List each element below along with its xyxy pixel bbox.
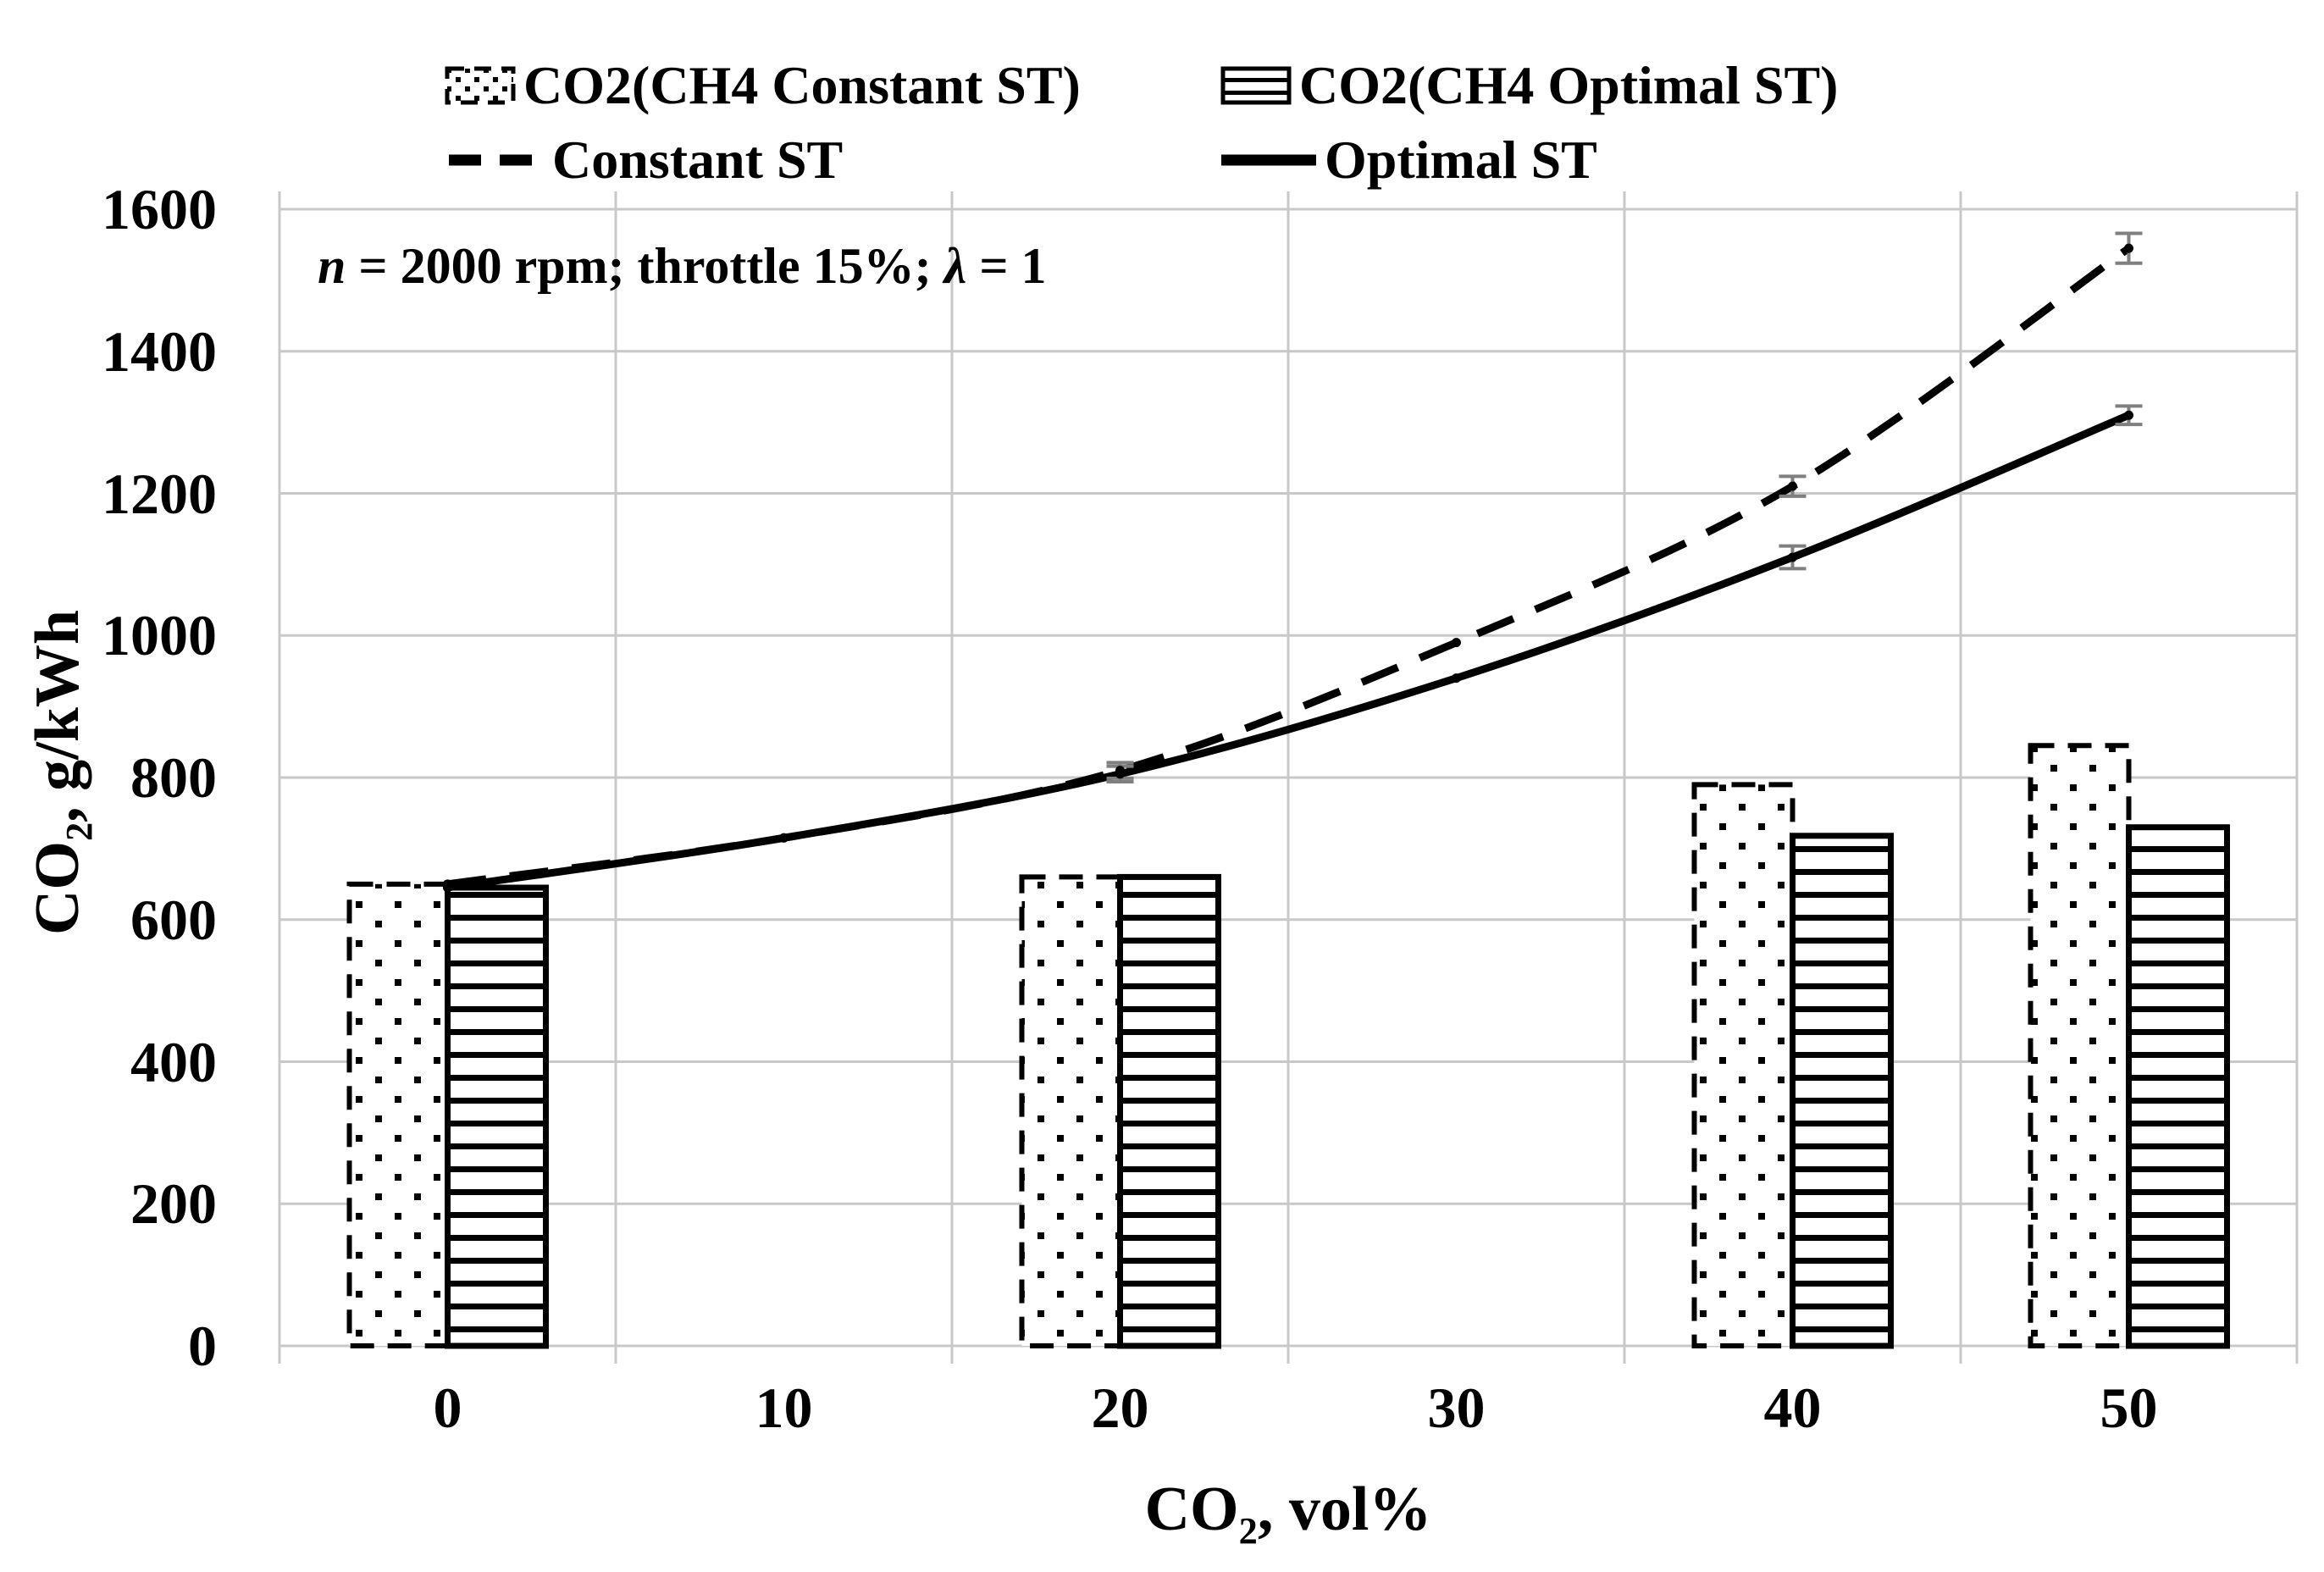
data-point-marker: [1115, 769, 1125, 779]
y-tick-label-600: 600: [130, 887, 217, 952]
y-tick-label-1000: 1000: [102, 603, 217, 668]
legend-label-line-constant-st: Constant ST: [552, 130, 844, 190]
line-constant-st: [446, 245, 2132, 888]
line-markers: [443, 243, 2133, 893]
gridlines: [278, 191, 2299, 1364]
y-tick-label-1200: 1200: [102, 461, 217, 526]
y-tick-label-800: 800: [130, 745, 217, 810]
bar-constant-st-x20: [1019, 874, 1123, 1349]
data-point-marker: [779, 833, 788, 843]
data-point-marker: [1788, 481, 1797, 491]
annotation-lambda-symbol: λ: [943, 238, 967, 294]
y-tick-label-1600: 1600: [102, 177, 217, 241]
x-tick-label-30: 30: [1427, 1376, 1486, 1440]
data-point-marker: [1452, 673, 1461, 684]
bar-constant-st-x50: [2028, 743, 2132, 1348]
annotation-n-symbol: n: [318, 238, 346, 294]
annotation-text-2: = 1: [966, 238, 1047, 294]
legend-item-bar-optimal-st: CO2(CH4 Optimal ST): [1220, 58, 1838, 113]
x-tick-label-50: 50: [2100, 1376, 2158, 1440]
y-tick-label-0: 0: [188, 1314, 217, 1378]
bar-constant-st-x0: [346, 881, 451, 1348]
x-tick-label-10: 10: [755, 1376, 813, 1440]
bar-series-optimal-st: [445, 824, 2230, 1349]
bar-optimal-st-x50: [2126, 824, 2230, 1349]
legend-item-bar-constant-st: CO2(CH4 Constant ST): [444, 58, 1081, 113]
y-tick-label-400: 400: [130, 1029, 217, 1094]
bar-optimal-st-x40: [1790, 833, 1894, 1349]
data-point-marker: [1452, 638, 1461, 648]
x-tick-label-0: 0: [433, 1376, 462, 1440]
data-point-marker: [2124, 410, 2133, 420]
y-tick-label-200: 200: [130, 1171, 217, 1237]
striped-bar-swatch-icon: [1220, 66, 1292, 105]
legend-label-line-optimal-st: Optimal ST: [1325, 130, 1597, 190]
data-point-marker: [443, 883, 452, 893]
y-tick-label-1400: 1400: [102, 318, 217, 384]
dotted-dashed-bar-swatch-icon: [445, 66, 516, 105]
data-point-marker: [1788, 552, 1797, 562]
bar-constant-st-x40: [1691, 782, 1796, 1348]
annotation-text-1: = 2000 rpm; throttle 15%;: [346, 238, 944, 294]
legend-label-bar-constant-st: CO2(CH4 Constant ST): [523, 55, 1081, 115]
data-point-marker: [2124, 243, 2133, 253]
bar-optimal-st-x0: [445, 884, 549, 1349]
legend-item-line-optimal-st: Optimal ST: [1220, 133, 1597, 187]
x-tick-label-20: 20: [1091, 1376, 1149, 1440]
x-axis-title: CO2, vol%: [1144, 1475, 1432, 1552]
bar-optimal-st-x20: [1117, 873, 1221, 1349]
legend-label-bar-optimal-st: CO2(CH4 Optimal ST): [1299, 55, 1839, 115]
line-optimal-st: [446, 412, 2131, 892]
solid-line-swatch-icon: [1221, 154, 1316, 166]
x-tick-label-40: 40: [1763, 1376, 1822, 1440]
dashed-line-swatch-icon: [449, 154, 544, 166]
conditions-annotation: n = 2000 rpm; throttle 15%; λ = 1: [318, 235, 1047, 296]
legend-item-line-constant-st: Constant ST: [447, 133, 843, 187]
